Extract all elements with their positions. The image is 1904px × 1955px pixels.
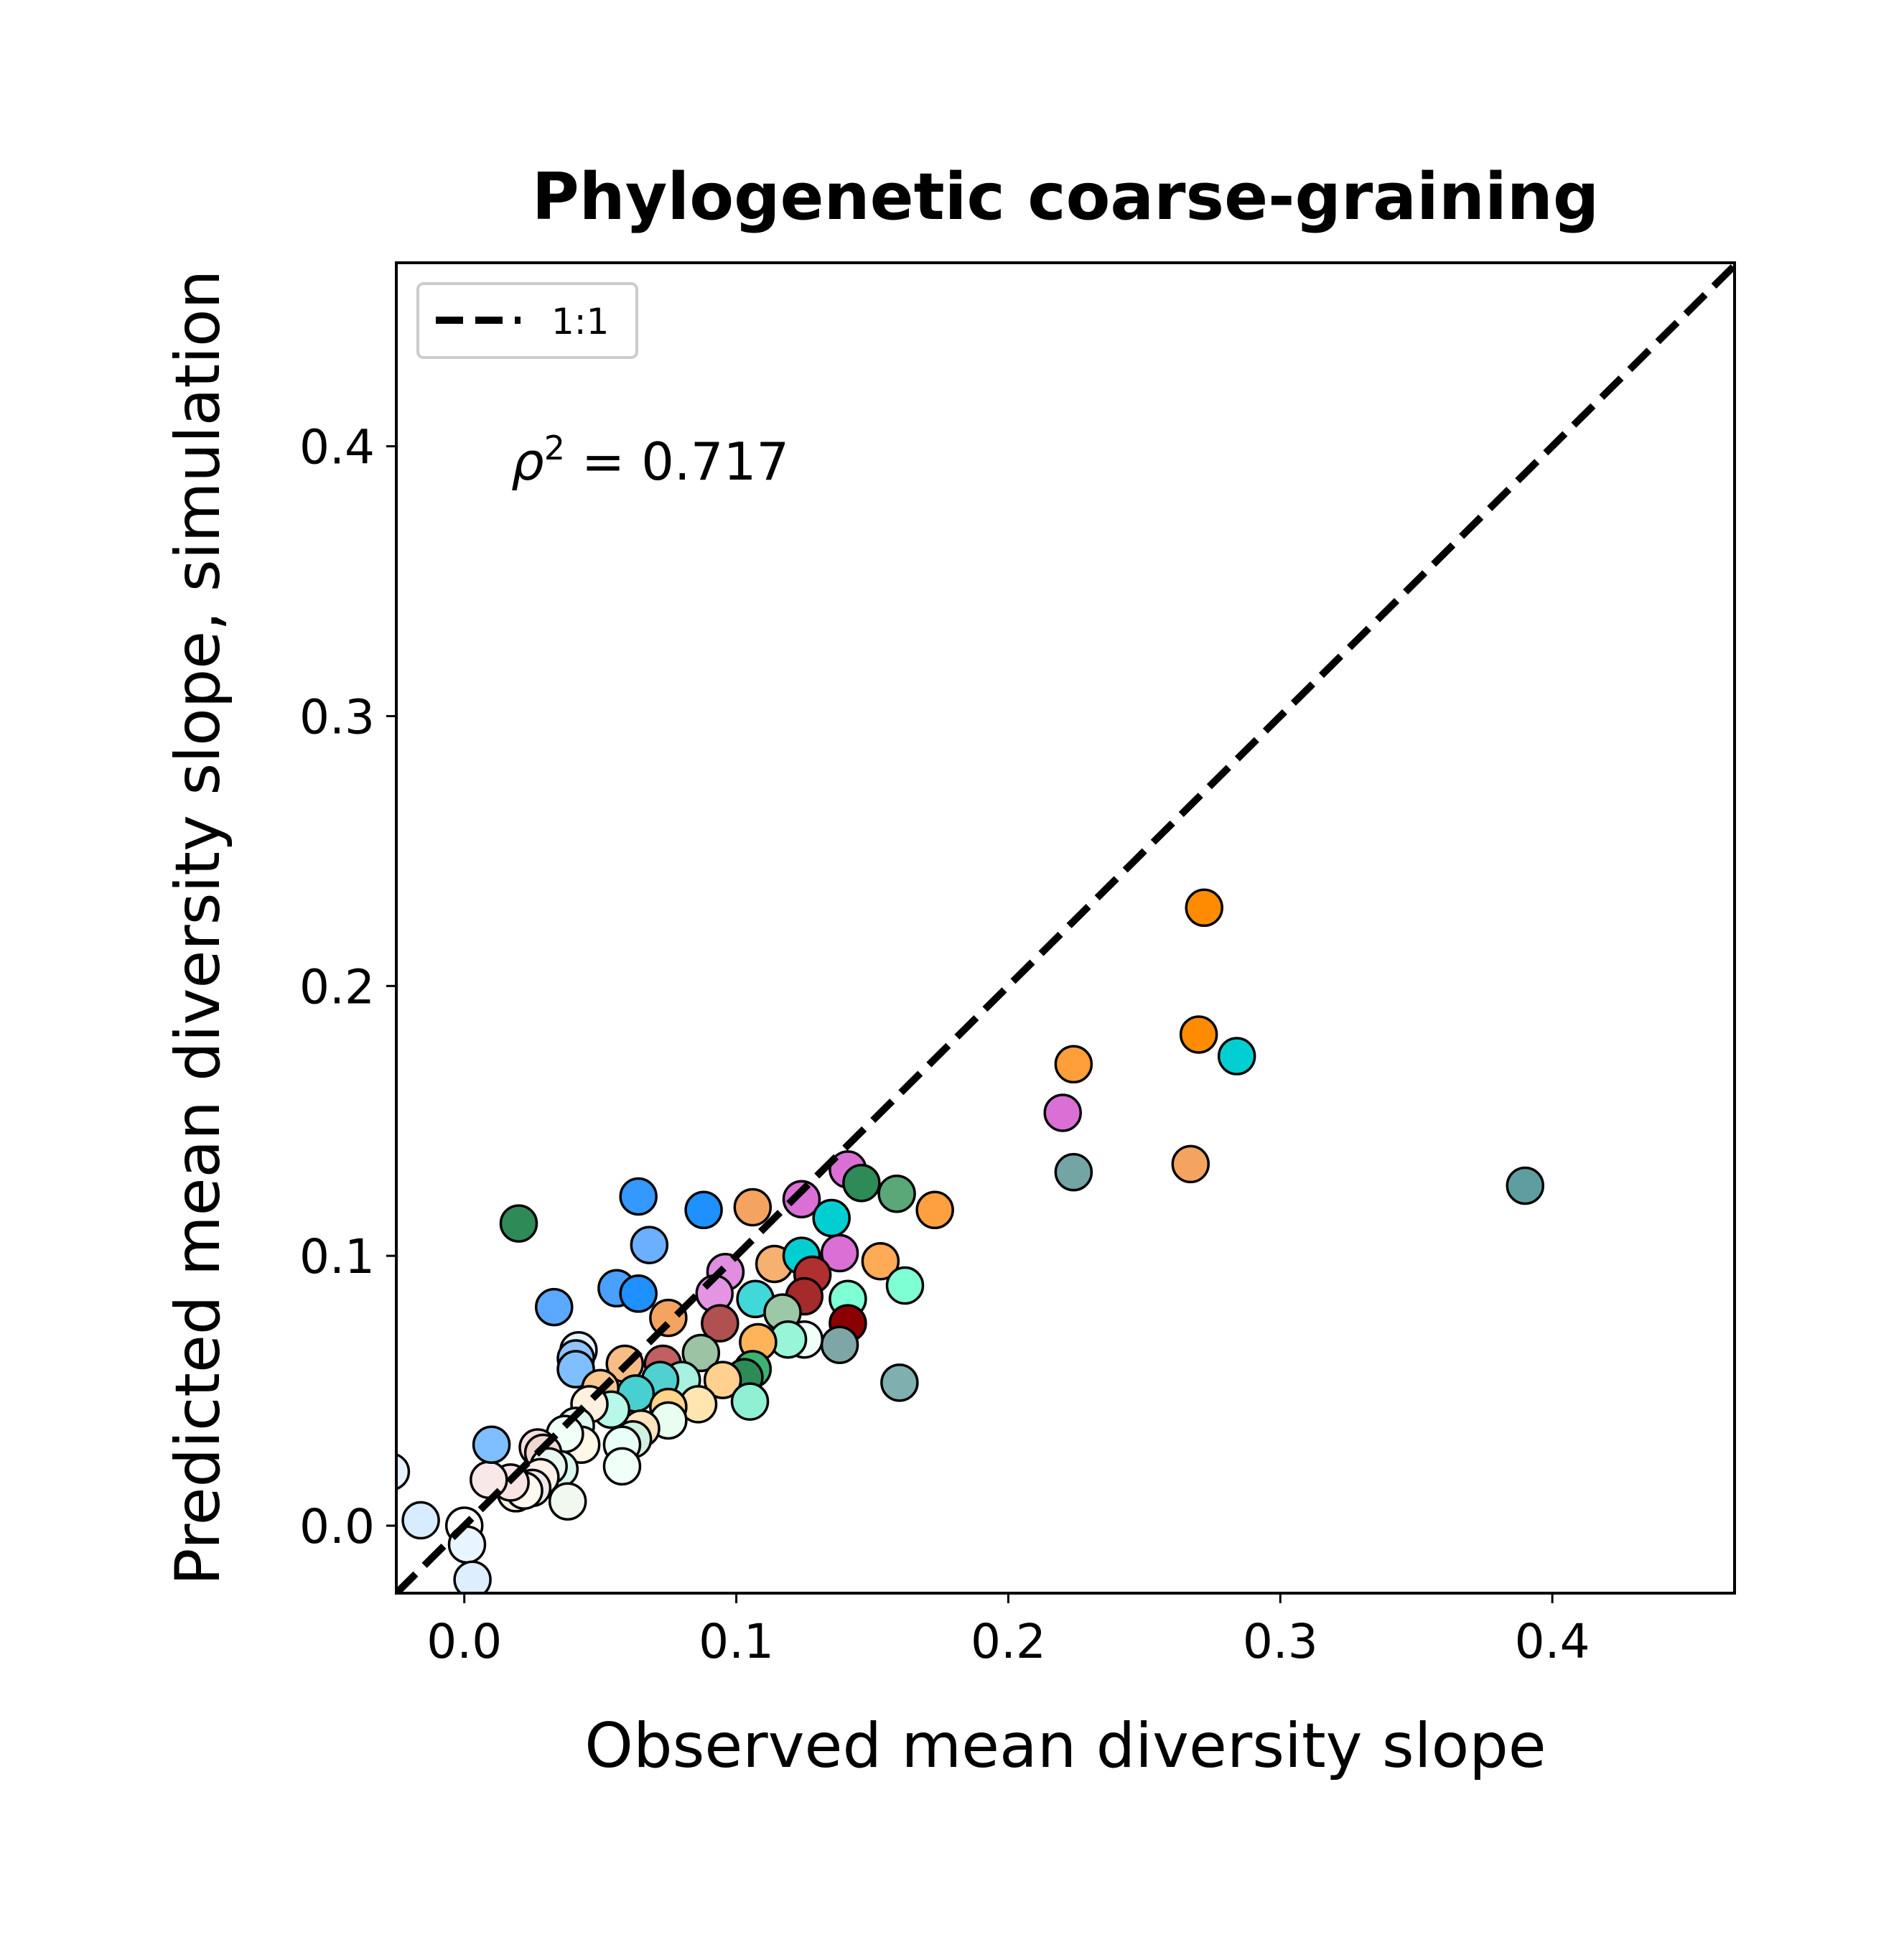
plot-frame bbox=[395, 261, 1736, 1595]
data-point bbox=[812, 1198, 851, 1238]
rho-squared-annotation: ρ2 = 0.717 bbox=[511, 429, 789, 492]
x-axis: 0.0 0.1 0.2 0.3 0.4 bbox=[426, 1593, 1590, 1669]
rho-value: = 0.717 bbox=[565, 431, 789, 492]
data-point bbox=[701, 1304, 739, 1343]
data-point bbox=[649, 1298, 688, 1338]
x-tick-label: 0.0 bbox=[426, 1614, 502, 1669]
legend-label: 1:1 bbox=[551, 301, 609, 342]
data-point bbox=[880, 1363, 919, 1402]
data-point bbox=[401, 1501, 440, 1540]
y-tick-label: 0.0 bbox=[299, 1499, 375, 1554]
legend-box bbox=[416, 282, 638, 359]
y-axis: 0.0 0.1 0.2 0.3 0.4 bbox=[299, 420, 396, 1554]
rho-symbol: ρ bbox=[511, 431, 544, 492]
data-point bbox=[1185, 888, 1223, 928]
data-point bbox=[499, 1204, 538, 1243]
data-point bbox=[681, 1333, 721, 1373]
data-point bbox=[630, 1226, 669, 1264]
data-point bbox=[782, 1180, 821, 1218]
chart-title: Phylogenetic coarse-graining bbox=[532, 159, 1600, 235]
data-point bbox=[1171, 1144, 1210, 1184]
x-tick-label: 0.2 bbox=[971, 1614, 1046, 1669]
data-point bbox=[472, 1425, 511, 1465]
data-point bbox=[1054, 1152, 1093, 1192]
data-point bbox=[1217, 1037, 1256, 1076]
y-tick-label: 0.1 bbox=[299, 1229, 375, 1284]
data-point bbox=[1054, 1045, 1093, 1084]
data-point bbox=[730, 1382, 770, 1421]
data-point bbox=[619, 1177, 658, 1216]
data-point bbox=[861, 1241, 900, 1281]
data-point bbox=[619, 1274, 658, 1313]
data-point bbox=[1506, 1166, 1545, 1205]
y-tick-label: 0.2 bbox=[299, 959, 375, 1014]
data-point bbox=[1043, 1093, 1082, 1132]
legend: 1:1 bbox=[416, 282, 638, 359]
data-point bbox=[684, 1190, 723, 1230]
data-point bbox=[915, 1190, 954, 1230]
data-points bbox=[396, 888, 1545, 1593]
data-point bbox=[877, 1174, 916, 1213]
x-tick-label: 0.1 bbox=[699, 1614, 774, 1669]
data-point bbox=[396, 1453, 411, 1490]
data-point bbox=[1179, 1015, 1218, 1054]
data-point bbox=[820, 1325, 859, 1364]
data-point bbox=[548, 1482, 587, 1521]
data-point bbox=[602, 1447, 642, 1486]
x-axis-label: Observed mean diversity slope bbox=[584, 1710, 1546, 1782]
y-tick-label: 0.4 bbox=[299, 420, 375, 475]
data-point bbox=[842, 1163, 881, 1203]
data-point bbox=[534, 1287, 574, 1327]
rho-superscript: 2 bbox=[544, 429, 565, 467]
data-point bbox=[453, 1560, 492, 1593]
data-point bbox=[820, 1233, 859, 1273]
x-tick-label: 0.4 bbox=[1515, 1614, 1590, 1669]
y-tick-label: 0.3 bbox=[299, 689, 375, 745]
data-point bbox=[733, 1188, 773, 1227]
data-point bbox=[885, 1266, 925, 1305]
data-point bbox=[703, 1361, 742, 1399]
y-axis-label: Predicted mean diversity slope, simulati… bbox=[162, 270, 234, 1585]
x-tick-label: 0.3 bbox=[1243, 1614, 1318, 1669]
